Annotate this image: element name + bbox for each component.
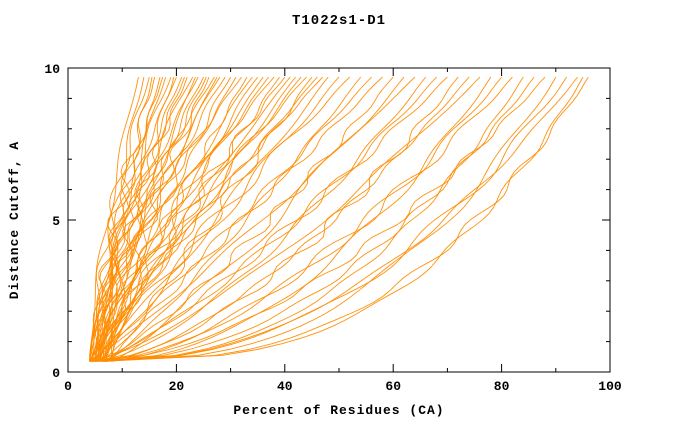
model-curve [89,76,242,362]
model-curve [89,76,177,362]
model-curve [97,76,535,362]
model-curve [91,76,221,362]
x-tick-label: 60 [385,379,401,394]
x-tick-label: 20 [169,379,185,394]
model-curve [97,76,183,362]
model-curve [89,76,584,362]
model-curve [100,76,340,362]
model-curve [89,76,318,362]
model-curve [92,76,329,362]
model-curve [94,76,307,362]
model-curve [100,76,557,362]
model-curve [102,76,204,362]
model-curve [91,76,275,362]
model-curve [105,76,196,362]
model-curve [89,77,139,362]
model-curve [89,76,372,362]
model-curve [89,76,416,362]
model-curve [100,76,226,362]
model-curve [94,76,351,362]
model-curve [97,76,324,362]
model-curve [103,76,589,362]
model-curve [105,76,470,362]
model-curve [89,76,164,362]
x-tick-label: 80 [494,379,510,394]
model-curve [95,76,502,362]
model-curve [105,76,362,362]
model-curve [105,76,578,362]
model-curve [94,76,253,362]
model-curve [89,76,296,362]
y-tick-label: 0 [52,366,60,381]
y-axis-label: Distance Cutoff, A [7,141,22,299]
model-curve [89,76,524,362]
x-tick-label: 100 [598,379,622,394]
x-tick-label: 0 [64,379,72,394]
model-curve [89,76,215,362]
chart-title: T1022s1-D1 [292,13,386,29]
model-curve [94,76,231,362]
model-curve [105,76,237,362]
x-tick-label: 40 [277,379,293,394]
model-curve [95,76,567,362]
model-curve [97,76,269,362]
model-curve [110,77,175,362]
x-axis-label: Percent of Residues (CA) [233,403,444,418]
model-curve [102,76,383,362]
model-curve [110,76,210,362]
model-curve [94,76,156,362]
y-tick-label: 10 [44,62,60,77]
model-curve [92,76,437,362]
model-curve [89,76,481,362]
model-curve [89,76,264,362]
ticks-group: 0 20 40 60 80 100 0 5 10 [44,62,622,394]
model-curve [100,76,448,362]
model-curve [111,76,513,362]
y-tick-label: 5 [52,214,60,229]
model-curve [92,76,546,362]
curves-group [89,76,589,362]
